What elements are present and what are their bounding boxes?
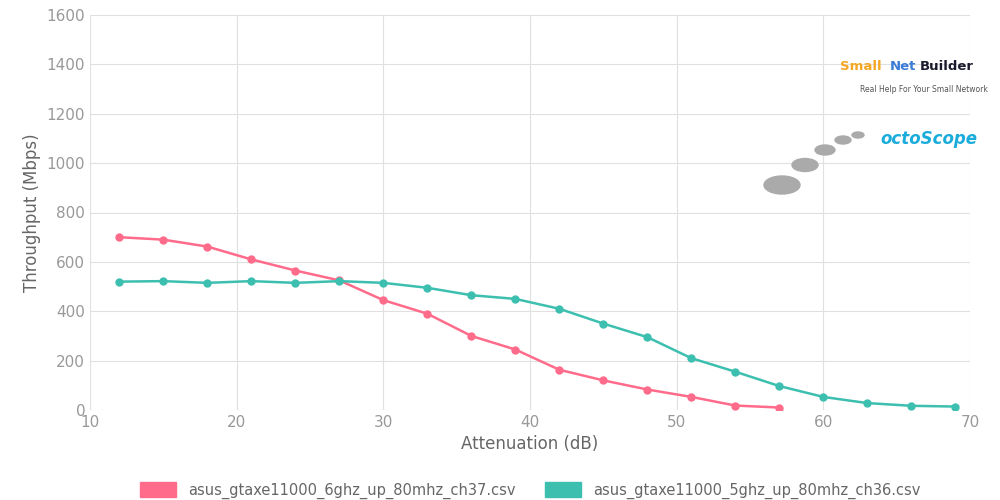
asus_gtaxe11000_6ghz_up_80mhz_ch37.csv — [289, 268, 301, 274]
asus_gtaxe11000_6ghz_up_80mhz_ch37.csv — [685, 394, 697, 400]
asus_gtaxe11000_5ghz_up_80mhz_ch36.csv — [377, 280, 389, 286]
asus_gtaxe11000_5ghz_up_80mhz_ch36.csv — [201, 280, 213, 286]
Line: asus_gtaxe11000_6ghz_up_80mhz_ch37.csv: asus_gtaxe11000_6ghz_up_80mhz_ch37.csv — [116, 234, 783, 411]
asus_gtaxe11000_6ghz_up_80mhz_ch37.csv — [641, 386, 653, 392]
asus_gtaxe11000_5ghz_up_80mhz_ch36.csv — [685, 355, 697, 361]
asus_gtaxe11000_5ghz_up_80mhz_ch36.csv — [729, 368, 741, 374]
asus_gtaxe11000_6ghz_up_80mhz_ch37.csv — [201, 244, 213, 250]
asus_gtaxe11000_5ghz_up_80mhz_ch36.csv — [113, 278, 125, 284]
Legend: asus_gtaxe11000_6ghz_up_80mhz_ch37.csv, asus_gtaxe11000_5ghz_up_80mhz_ch36.csv: asus_gtaxe11000_6ghz_up_80mhz_ch37.csv, … — [134, 476, 926, 500]
asus_gtaxe11000_5ghz_up_80mhz_ch36.csv — [597, 320, 609, 326]
asus_gtaxe11000_6ghz_up_80mhz_ch37.csv — [157, 236, 169, 242]
asus_gtaxe11000_6ghz_up_80mhz_ch37.csv — [773, 404, 785, 410]
asus_gtaxe11000_5ghz_up_80mhz_ch36.csv — [641, 334, 653, 340]
asus_gtaxe11000_5ghz_up_80mhz_ch36.csv — [333, 278, 345, 284]
asus_gtaxe11000_5ghz_up_80mhz_ch36.csv — [509, 296, 521, 302]
asus_gtaxe11000_5ghz_up_80mhz_ch36.csv — [773, 383, 785, 389]
asus_gtaxe11000_5ghz_up_80mhz_ch36.csv — [465, 292, 477, 298]
asus_gtaxe11000_6ghz_up_80mhz_ch37.csv — [113, 234, 125, 240]
Y-axis label: Throughput (Mbps): Throughput (Mbps) — [23, 133, 41, 292]
asus_gtaxe11000_5ghz_up_80mhz_ch36.csv — [421, 285, 433, 291]
asus_gtaxe11000_6ghz_up_80mhz_ch37.csv — [729, 402, 741, 408]
asus_gtaxe11000_6ghz_up_80mhz_ch37.csv — [421, 310, 433, 316]
asus_gtaxe11000_5ghz_up_80mhz_ch36.csv — [157, 278, 169, 284]
asus_gtaxe11000_6ghz_up_80mhz_ch37.csv — [465, 333, 477, 339]
asus_gtaxe11000_5ghz_up_80mhz_ch36.csv — [553, 306, 565, 312]
asus_gtaxe11000_6ghz_up_80mhz_ch37.csv — [377, 297, 389, 303]
Text: octoScope: octoScope — [880, 130, 977, 148]
asus_gtaxe11000_6ghz_up_80mhz_ch37.csv — [245, 256, 257, 262]
Line: asus_gtaxe11000_5ghz_up_80mhz_ch36.csv: asus_gtaxe11000_5ghz_up_80mhz_ch36.csv — [116, 278, 959, 410]
asus_gtaxe11000_6ghz_up_80mhz_ch37.csv — [509, 346, 521, 352]
asus_gtaxe11000_6ghz_up_80mhz_ch37.csv — [333, 278, 345, 283]
Text: Net: Net — [890, 60, 916, 73]
asus_gtaxe11000_5ghz_up_80mhz_ch36.csv — [861, 400, 873, 406]
X-axis label: Attenuation (dB): Attenuation (dB) — [461, 436, 599, 454]
asus_gtaxe11000_6ghz_up_80mhz_ch37.csv — [597, 378, 609, 384]
Text: Builder: Builder — [920, 60, 974, 73]
asus_gtaxe11000_6ghz_up_80mhz_ch37.csv — [553, 367, 565, 373]
Text: Small: Small — [840, 60, 882, 73]
asus_gtaxe11000_5ghz_up_80mhz_ch36.csv — [289, 280, 301, 286]
asus_gtaxe11000_5ghz_up_80mhz_ch36.csv — [817, 394, 829, 400]
Text: Real Help For Your Small Network: Real Help For Your Small Network — [860, 85, 988, 94]
asus_gtaxe11000_5ghz_up_80mhz_ch36.csv — [949, 404, 961, 409]
asus_gtaxe11000_5ghz_up_80mhz_ch36.csv — [245, 278, 257, 284]
asus_gtaxe11000_5ghz_up_80mhz_ch36.csv — [905, 403, 917, 409]
